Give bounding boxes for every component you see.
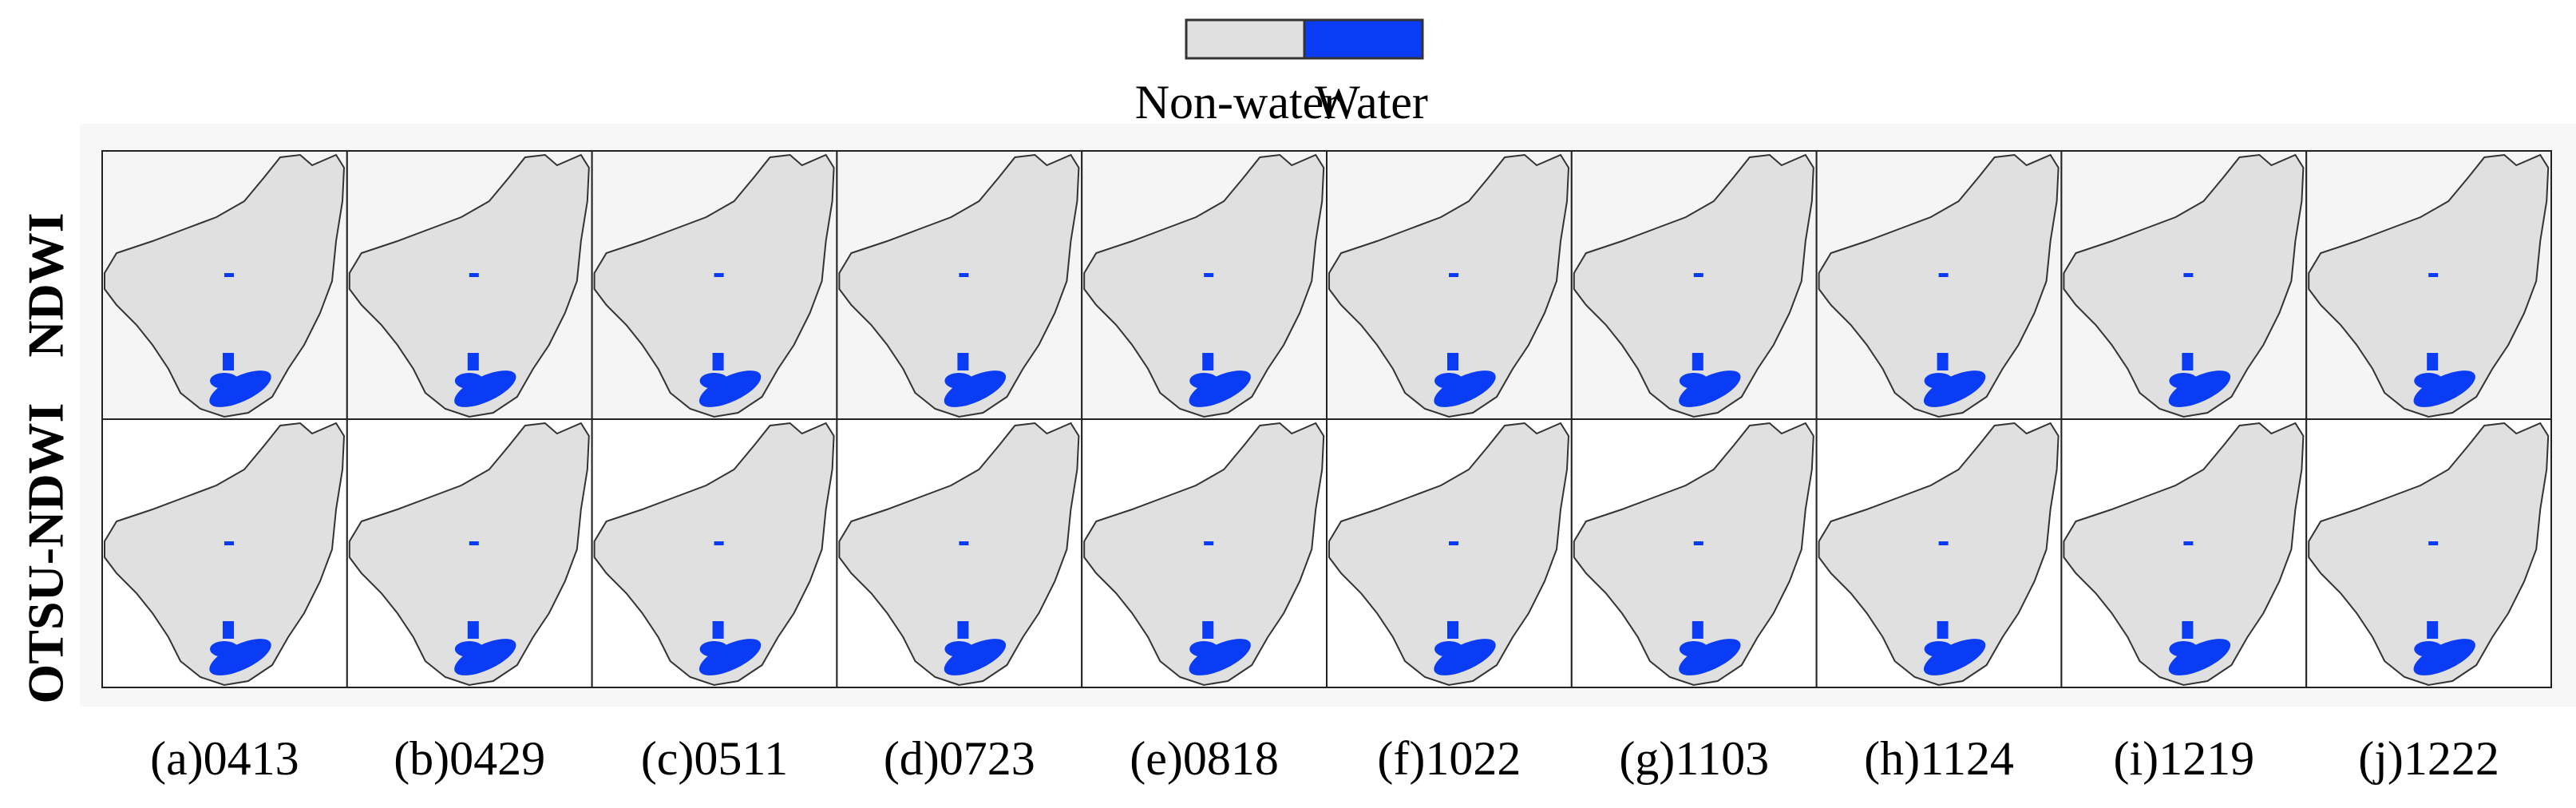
panel-caption: (f)1022: [1377, 732, 1521, 785]
panel-caption: (a)0413: [150, 732, 299, 785]
legend-label: Non-water: [1135, 76, 1340, 129]
legend-label: Water: [1315, 76, 1428, 129]
panel-caption: (d)0723: [884, 732, 1035, 785]
row-label: OTSU-NDWI: [18, 403, 74, 704]
panel-caption: (e)0818: [1130, 732, 1279, 785]
row-label: NDWI: [18, 212, 74, 357]
panel-caption: (b)0429: [394, 732, 545, 785]
panel-caption: (g)1103: [1619, 732, 1769, 785]
panel-caption: (c)0511: [641, 732, 788, 785]
panel-caption: (h)1124: [1864, 732, 2014, 785]
legend-swatch-nonwater: [1185, 18, 1306, 60]
legend-swatch-water: [1303, 18, 1424, 60]
panel-caption: (i)1219: [2113, 732, 2254, 785]
panel-caption: (j)1222: [2358, 732, 2499, 785]
